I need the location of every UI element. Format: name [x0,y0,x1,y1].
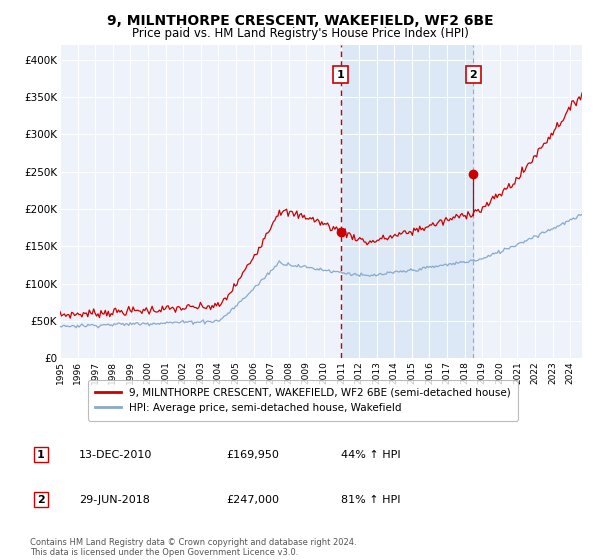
Text: 1: 1 [337,69,344,80]
Text: 44% ↑ HPI: 44% ↑ HPI [341,450,401,460]
Text: 2: 2 [470,69,478,80]
Text: 13-DEC-2010: 13-DEC-2010 [79,450,152,460]
Text: £169,950: £169,950 [227,450,280,460]
Text: 9, MILNTHORPE CRESCENT, WAKEFIELD, WF2 6BE: 9, MILNTHORPE CRESCENT, WAKEFIELD, WF2 6… [107,14,493,28]
Bar [341,45,473,358]
Text: 2: 2 [37,494,45,505]
Text: Price paid vs. HM Land Registry's House Price Index (HPI): Price paid vs. HM Land Registry's House … [131,27,469,40]
Legend: 9, MILNTHORPE CRESCENT, WAKEFIELD, WF2 6BE (semi-detached house), HPI: Average p: 9, MILNTHORPE CRESCENT, WAKEFIELD, WF2 6… [88,380,518,421]
Text: Contains HM Land Registry data © Crown copyright and database right 2024.
This d: Contains HM Land Registry data © Crown c… [30,538,356,557]
Text: 1: 1 [37,450,45,460]
Text: 81% ↑ HPI: 81% ↑ HPI [341,494,401,505]
Text: £247,000: £247,000 [227,494,280,505]
Text: 29-JUN-2018: 29-JUN-2018 [79,494,150,505]
